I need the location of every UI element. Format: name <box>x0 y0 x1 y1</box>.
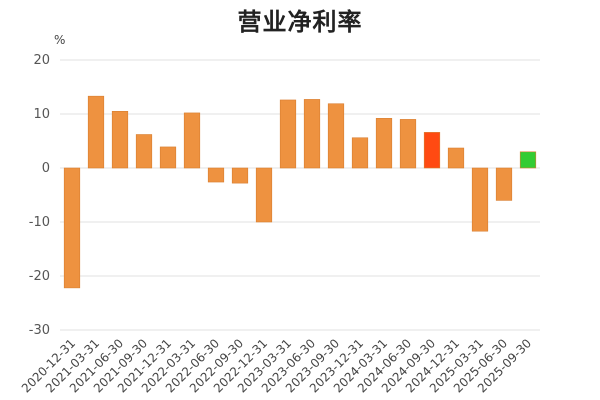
bar-2025-06-30[interactable] <box>495 167 513 201</box>
bar-2024-12-31[interactable] <box>447 147 465 169</box>
bar-2025-09-30[interactable] <box>519 151 537 169</box>
bar-2024-09-30[interactable] <box>423 132 441 169</box>
bar-2021-03-31[interactable] <box>87 95 105 169</box>
bar-2023-03-31[interactable] <box>279 99 297 169</box>
bar-2023-09-30[interactable] <box>327 103 345 169</box>
y-tick-label: -10 <box>29 215 50 230</box>
bar-2020-12-31[interactable] <box>63 167 81 289</box>
bar-2024-06-30[interactable] <box>399 119 417 169</box>
bar-2023-12-31[interactable] <box>351 137 369 169</box>
bar-2022-12-31[interactable] <box>255 167 273 223</box>
bar-2021-06-30[interactable] <box>111 111 129 169</box>
y-tick-label: 10 <box>33 107 50 122</box>
y-axis-unit: % <box>54 33 65 47</box>
bar-2024-03-31[interactable] <box>375 118 393 169</box>
bar-2023-06-30[interactable] <box>303 99 321 169</box>
bar-2022-09-30[interactable] <box>231 167 249 184</box>
bar-2022-06-30[interactable] <box>207 167 225 183</box>
y-tick-label: 0 <box>42 161 50 176</box>
bar-2022-03-31[interactable] <box>183 112 201 169</box>
bar-2021-12-31[interactable] <box>159 146 177 169</box>
chart-title: 营业净利率 <box>237 8 363 36</box>
y-tick-label: -30 <box>29 323 50 338</box>
y-tick-label: 20 <box>33 53 50 68</box>
bar-2021-09-30[interactable] <box>135 134 153 169</box>
bar-2025-03-31[interactable] <box>471 167 489 232</box>
y-tick-label: -20 <box>29 269 50 284</box>
